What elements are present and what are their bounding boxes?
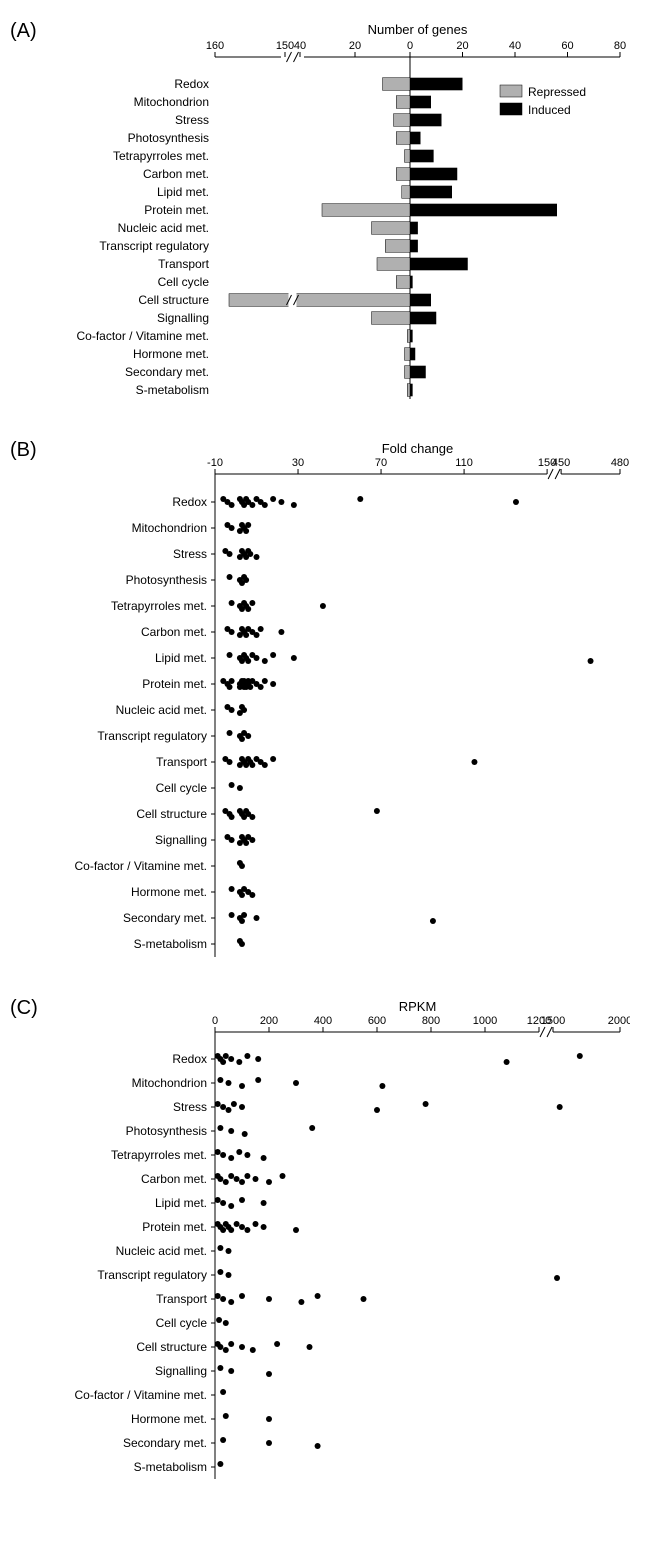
svg-text:110: 110 [455,457,473,469]
panel-b-chart: Fold change-103070110150450480RedoxMitoc… [10,439,630,967]
svg-text:Co-factor / Vitamine met.: Co-factor / Vitamine met. [75,1388,208,1402]
svg-text:Mitochondrion: Mitochondrion [132,521,207,535]
svg-text:480: 480 [611,457,629,469]
svg-text:Carbon met.: Carbon met. [143,167,209,181]
svg-text:20: 20 [349,40,361,52]
svg-text:Carbon met.: Carbon met. [141,625,207,639]
svg-text:Co-factor / Vitamine met.: Co-factor / Vitamine met. [77,329,210,343]
svg-text:Nucleic acid met.: Nucleic acid met. [118,221,209,235]
svg-text:Cell structure: Cell structure [136,1340,207,1354]
svg-text:80: 80 [614,40,626,52]
panel-b: (B) Fold change-103070110150450480RedoxM… [10,439,661,967]
svg-text:Hormone met.: Hormone met. [131,885,207,899]
svg-text:Secondary met.: Secondary met. [123,911,207,925]
svg-text:Lipid met.: Lipid met. [155,651,207,665]
svg-text:2000: 2000 [608,1015,630,1027]
svg-text:Cell cycle: Cell cycle [156,781,208,795]
svg-text:200: 200 [260,1015,278,1027]
svg-text:800: 800 [422,1015,440,1027]
panel-a-label: (A) [10,20,37,43]
svg-text:Stress: Stress [173,547,207,561]
svg-text:Cell structure: Cell structure [136,807,207,821]
svg-text:60: 60 [561,40,573,52]
svg-text:Cell cycle: Cell cycle [156,1316,208,1330]
svg-text:Protein met.: Protein met. [144,203,209,217]
svg-text:Transcript regulatory: Transcript regulatory [97,729,207,743]
svg-text:Co-factor / Vitamine met.: Co-factor / Vitamine met. [75,859,208,873]
svg-text:S-metabolism: S-metabolism [134,1460,207,1474]
svg-text:Redox: Redox [174,77,209,91]
svg-text:20: 20 [456,40,468,52]
svg-text:Hormone met.: Hormone met. [133,347,209,361]
svg-text:Photosynthesis: Photosynthesis [126,1124,207,1138]
svg-text:Lipid met.: Lipid met. [155,1196,207,1210]
svg-text:Induced: Induced [528,103,571,117]
svg-text:Secondary met.: Secondary met. [125,365,209,379]
panel-b-label: (B) [10,439,37,462]
panel-c: (C) RPKM02004006008001000120015002000Red… [10,997,661,1489]
svg-text:70: 70 [375,457,387,469]
svg-text:Mitochondrion: Mitochondrion [134,95,209,109]
svg-text:Secondary met.: Secondary met. [123,1436,207,1450]
svg-text:Signalling: Signalling [157,311,209,325]
svg-text:Transport: Transport [156,755,208,769]
svg-text:1500: 1500 [541,1015,565,1027]
svg-text:Transport: Transport [156,1292,208,1306]
svg-text:Hormone met.: Hormone met. [131,1412,207,1426]
panel-c-chart: RPKM02004006008001000120015002000RedoxMi… [10,997,630,1489]
svg-text:Cell structure: Cell structure [138,293,209,307]
svg-text:Signalling: Signalling [155,833,207,847]
svg-text:Transport: Transport [158,257,210,271]
svg-text:Mitochondrion: Mitochondrion [132,1076,207,1090]
svg-text:0: 0 [212,1015,218,1027]
svg-text:Redox: Redox [172,1052,207,1066]
svg-text:Stress: Stress [173,1100,207,1114]
svg-text:Cell cycle: Cell cycle [158,275,210,289]
panel-c-label: (C) [10,997,38,1020]
svg-text:Tetrapyrroles met.: Tetrapyrroles met. [111,1148,207,1162]
svg-text:Nucleic acid met.: Nucleic acid met. [116,703,207,717]
svg-text:Tetrapyrroles met.: Tetrapyrroles met. [111,599,207,613]
svg-text:Photosynthesis: Photosynthesis [128,131,209,145]
svg-text:40: 40 [294,40,306,52]
panel-a: (A) Number of genes0204060801601504020Re… [10,20,661,409]
svg-text:1000: 1000 [473,1015,497,1027]
svg-text:Repressed: Repressed [528,85,586,99]
svg-text:Stress: Stress [175,113,209,127]
svg-text:Redox: Redox [172,495,207,509]
svg-text:400: 400 [314,1015,332,1027]
svg-text:Nucleic acid met.: Nucleic acid met. [116,1244,207,1258]
svg-text:0: 0 [407,40,413,52]
svg-text:Photosynthesis: Photosynthesis [126,573,207,587]
svg-text:150: 150 [276,40,294,52]
svg-text:450: 450 [552,457,570,469]
svg-text:Number of genes: Number of genes [368,22,468,37]
svg-text:Transcript regulatory: Transcript regulatory [99,239,209,253]
svg-text:Carbon met.: Carbon met. [141,1172,207,1186]
svg-text:40: 40 [509,40,521,52]
svg-text:Fold change: Fold change [382,441,454,456]
svg-text:S-metabolism: S-metabolism [134,937,207,951]
panel-a-chart: Number of genes0204060801601504020RedoxM… [10,20,630,409]
svg-text:S-metabolism: S-metabolism [136,383,209,397]
svg-text:600: 600 [368,1015,386,1027]
svg-text:Lipid met.: Lipid met. [157,185,209,199]
svg-text:160: 160 [206,40,224,52]
svg-text:RPKM: RPKM [399,999,437,1014]
svg-text:Protein met.: Protein met. [142,1220,207,1234]
svg-text:Tetrapyrroles met.: Tetrapyrroles met. [113,149,209,163]
svg-text:Signalling: Signalling [155,1364,207,1378]
svg-text:-10: -10 [207,457,223,469]
svg-text:Transcript regulatory: Transcript regulatory [97,1268,207,1282]
svg-text:30: 30 [292,457,304,469]
svg-text:Protein met.: Protein met. [142,677,207,691]
